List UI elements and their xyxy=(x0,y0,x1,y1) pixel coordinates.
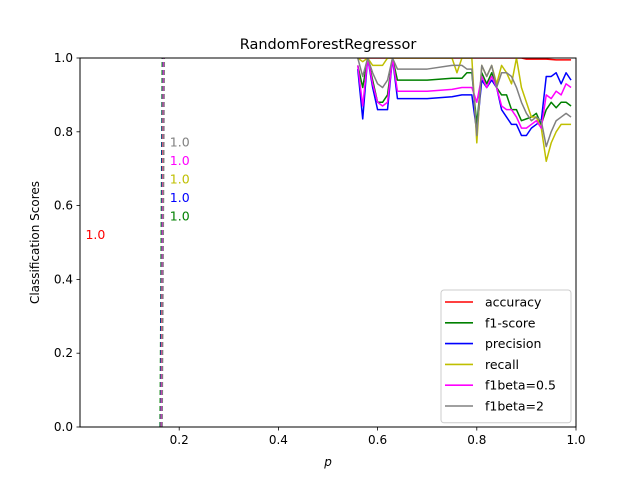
legend-box xyxy=(440,289,572,424)
axes: 0.2 0.4 0.6 0.8 1.0 0.0 0.2 0.4 0.6 0.8 1.0 RandomF… xyxy=(28,37,586,469)
annotation-label: 1.0 xyxy=(170,190,190,205)
marker-f1beta-2 xyxy=(161,58,166,427)
legend-recall-label: recall xyxy=(485,357,519,372)
y-tick-label: 0.0 xyxy=(54,420,73,434)
legend: accuracy f1-score precision recall f1beta=0.… xyxy=(440,289,572,424)
legend-f1-score-label: f1-score xyxy=(485,315,536,330)
plot-area xyxy=(159,58,572,427)
y-tick-label: 0.4 xyxy=(54,272,73,286)
y-tick-label: 0.2 xyxy=(54,346,73,360)
legend-accuracy-label: accuracy xyxy=(485,295,542,310)
legend-precision-label: precision xyxy=(485,336,541,351)
x-tick-label: 0.2 xyxy=(170,433,189,447)
axes-frame xyxy=(79,57,577,428)
legend-f1beta-0-5-label: f1beta=0.5 xyxy=(485,378,556,393)
series-accuracy-line xyxy=(357,58,572,61)
x-tick-label: 1.0 xyxy=(566,433,585,447)
series-f1beta-0-5-line xyxy=(357,58,572,129)
y-tick-label: 0.8 xyxy=(54,125,73,139)
chart-title: RandomForestRegressor xyxy=(240,37,417,53)
legend-f1beta-2-label: f1beta=2 xyxy=(485,399,544,414)
annotations: 1.0 1.0 1.0 1.0 1.0 1.0 xyxy=(85,135,189,242)
y-tick-label: 1.0 xyxy=(54,51,73,65)
annotation-label: 1.0 xyxy=(170,153,190,168)
x-tick-label: 0.8 xyxy=(467,433,486,447)
x-axis-label: p xyxy=(323,455,332,469)
y-tick-label: 0.6 xyxy=(54,199,73,213)
annotation-label: 1.0 xyxy=(85,227,105,242)
x-tick-label: 0.6 xyxy=(368,433,387,447)
annotation-label: 1.0 xyxy=(170,135,190,150)
x-tick-label: 0.4 xyxy=(269,433,288,447)
series-f1beta-2-line xyxy=(357,58,572,148)
annotation-label: 1.0 xyxy=(170,171,190,186)
annotation-label: 1.0 xyxy=(170,208,190,223)
y-axis-label: Classification Scores xyxy=(28,181,42,304)
